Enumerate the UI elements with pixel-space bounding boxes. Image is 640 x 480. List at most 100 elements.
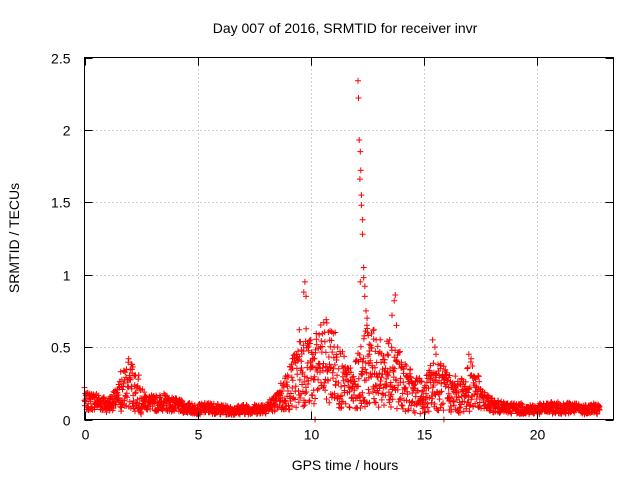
data-point [330, 375, 336, 382]
data-point [302, 390, 309, 397]
data-point [371, 395, 377, 402]
data-point [355, 375, 362, 382]
data-point [347, 369, 354, 376]
data-point [287, 390, 294, 397]
x-tick-label: 0 [82, 427, 90, 443]
data-point [350, 373, 357, 380]
data-point [295, 348, 301, 355]
data-point [393, 377, 400, 384]
data-point [342, 400, 349, 407]
data-point [418, 378, 425, 385]
data-point [169, 394, 176, 401]
data-point [124, 394, 131, 401]
data-point [476, 378, 483, 385]
data-point [357, 148, 364, 155]
data-point [300, 403, 307, 410]
data-point [356, 351, 363, 358]
y-axis-label: SRMTID / TECUs [6, 183, 22, 293]
data-point [444, 377, 451, 384]
data-point [407, 366, 414, 373]
data-point [122, 393, 129, 400]
data-point [389, 312, 395, 319]
data-point [325, 377, 332, 384]
data-point [419, 388, 425, 395]
data-point [368, 330, 375, 337]
data-point [446, 372, 453, 379]
data-point [313, 336, 320, 343]
data-point [297, 395, 304, 401]
data-point [466, 408, 473, 415]
data-point [127, 376, 134, 383]
data-point [359, 358, 366, 365]
data-point [123, 402, 130, 409]
data-point [372, 399, 379, 406]
data-point [293, 404, 300, 411]
data-point [120, 380, 127, 387]
data-point [341, 353, 348, 360]
data-point [355, 383, 362, 390]
data-point [475, 373, 482, 380]
data-point [289, 403, 295, 409]
data-point [330, 365, 337, 372]
data-point [304, 374, 310, 381]
chart-title: Day 007 of 2016, SRMTID for receiver inv… [213, 20, 478, 36]
data-point [363, 307, 369, 314]
x-tick-label: 10 [304, 427, 320, 443]
data-point [390, 369, 397, 375]
data-point [596, 407, 603, 413]
data-point [366, 399, 373, 406]
data-point [429, 336, 436, 343]
data-point [335, 365, 342, 372]
data-point [440, 400, 447, 407]
data-point [363, 399, 370, 406]
data-point [289, 384, 296, 391]
data-point [377, 381, 384, 388]
data-point [448, 395, 455, 402]
data-point [440, 363, 447, 370]
data-point [141, 389, 148, 396]
data-point [328, 337, 335, 344]
data-point [471, 375, 478, 381]
data-point [402, 408, 409, 415]
data-point [299, 369, 306, 376]
data-point [428, 399, 435, 406]
data-point [125, 355, 132, 362]
data-point [462, 393, 469, 400]
data-point [314, 386, 321, 393]
data-point [362, 403, 368, 410]
data-point [392, 357, 399, 364]
data-point [387, 379, 394, 386]
data-point [331, 361, 338, 368]
data-point [375, 404, 382, 411]
data-point [384, 351, 391, 358]
data-points [81, 77, 603, 423]
data-point [458, 375, 465, 382]
data-point [349, 374, 356, 381]
grid-lines [84, 57, 614, 420]
data-point [381, 356, 388, 363]
data-point [386, 396, 393, 403]
data-point [284, 383, 291, 390]
data-point [378, 396, 385, 403]
data-point [346, 404, 353, 411]
data-point [456, 405, 463, 412]
data-point [125, 384, 132, 391]
data-point [117, 368, 124, 375]
data-point [315, 385, 322, 392]
y-tick-label: 0.5 [51, 340, 71, 356]
data-point [135, 376, 142, 383]
axis-ticks: 0 5 10 15 20 0 0.5 1 1.5 2 2.5 [51, 51, 614, 443]
data-point [454, 378, 461, 385]
data-point [397, 395, 404, 402]
data-point [316, 331, 323, 338]
data-point [301, 378, 308, 385]
data-point [364, 329, 371, 336]
data-point [328, 394, 335, 401]
data-point [386, 336, 393, 343]
data-point [323, 316, 330, 323]
data-point [438, 362, 444, 369]
data-point [380, 352, 387, 359]
data-point [452, 373, 459, 380]
data-point [118, 404, 125, 411]
data-point [101, 394, 107, 401]
